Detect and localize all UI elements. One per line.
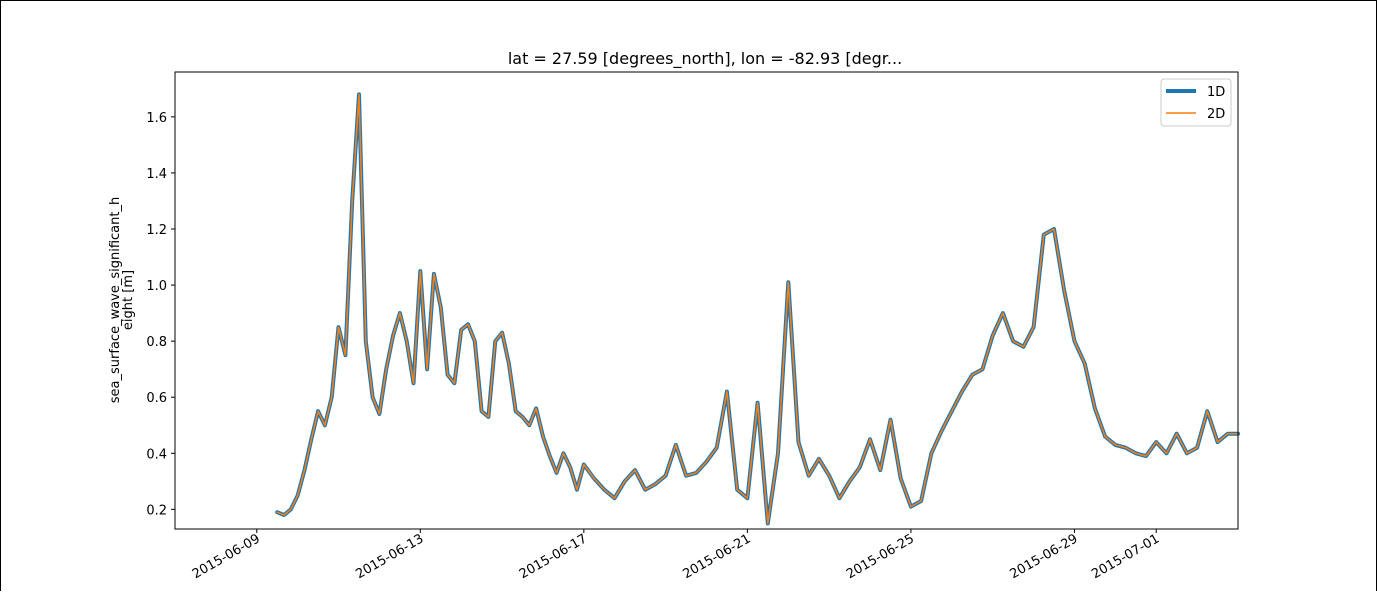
legend: 1D 2D — [1160, 78, 1232, 127]
series-line-1d — [275, 92, 1240, 526]
x-tick-label: 2015-06-13 — [353, 531, 426, 582]
y-tick-label: 1.2 — [146, 223, 167, 238]
y-axis: 0.2 0.4 0.6 0.8 1.0 1.2 1.4 1.6 — [146, 111, 175, 518]
y-tick-label: 0.6 — [146, 391, 167, 406]
y-tick-label: 1.6 — [146, 111, 167, 126]
y-tick-label: 1.0 — [146, 279, 167, 294]
x-tick-label: 2015-06-25 — [844, 531, 917, 582]
y-tick-label: 1.4 — [146, 167, 167, 182]
legend-label-2d: 2D — [1207, 107, 1225, 122]
y-axis-label-line1: sea_surface_wave_significant_h — [108, 197, 123, 403]
y-tick-label: 0.8 — [146, 335, 167, 350]
x-tick-label: 2015-06-17 — [517, 531, 590, 582]
y-axis-label: sea_surface_wave_significant_h eight [m] — [108, 197, 136, 403]
legend-label-1d: 1D — [1207, 85, 1225, 100]
y-tick-label: 0.4 — [146, 447, 167, 462]
y-axis-label-line2: eight [m] — [121, 270, 136, 330]
plot-lines — [275, 92, 1240, 526]
x-axis: 2015-06-09 2015-06-13 2015-06-17 2015-06-21… — [190, 529, 1162, 582]
y-tick-label: 0.2 — [146, 503, 167, 518]
x-tick-label: 2015-06-09 — [190, 531, 263, 582]
x-tick-label: 2015-06-21 — [680, 531, 753, 582]
series-line-2d — [276, 93, 1239, 525]
x-tick-label: 2015-07-01 — [1089, 531, 1162, 582]
chart-title: lat = 27.59 [degrees_north], lon = -82.9… — [508, 49, 902, 69]
plot-area-frame — [174, 71, 1239, 530]
x-tick-label: 2015-06-29 — [1008, 531, 1081, 582]
